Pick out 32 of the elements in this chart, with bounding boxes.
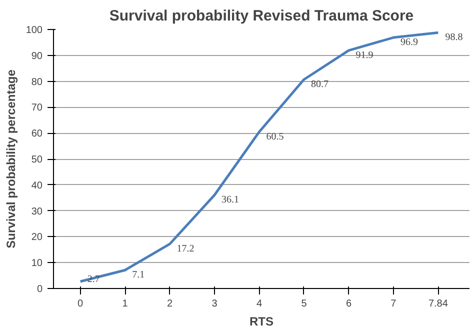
data-label: 96.9 bbox=[400, 37, 418, 48]
x-axis-title: RTS bbox=[250, 314, 274, 328]
x-tick-label: 3 bbox=[212, 298, 218, 310]
y-tick-label: 60 bbox=[31, 128, 43, 140]
x-tick-label: 7 bbox=[390, 298, 397, 310]
y-tick-label: 70 bbox=[31, 102, 43, 114]
data-label: 7.1 bbox=[132, 270, 145, 281]
data-label: 36.1 bbox=[222, 194, 240, 206]
x-tick-label: 2 bbox=[167, 298, 174, 310]
x-tick-label: 6 bbox=[346, 298, 352, 310]
data-label: 98.8 bbox=[445, 32, 463, 44]
x-tick-label: 5 bbox=[301, 298, 308, 310]
data-label: 17.2 bbox=[176, 243, 194, 254]
y-tick-label: 20 bbox=[31, 232, 43, 244]
y-tick-label: 10 bbox=[31, 258, 43, 270]
x-tick-label: 4 bbox=[256, 298, 262, 310]
data-label: 80.7 bbox=[310, 78, 328, 90]
line-series bbox=[79, 31, 440, 283]
x-tick-label: 7.84 bbox=[428, 298, 448, 310]
x-tick-label: 1 bbox=[122, 298, 128, 310]
y-tick-label: 100 bbox=[26, 25, 43, 36]
chart-title: Survival probability Revised Trauma Score bbox=[109, 8, 414, 24]
y-tick-label: 50 bbox=[31, 154, 43, 166]
y-tick-label: 0 bbox=[36, 284, 43, 295]
data-label: 60.5 bbox=[266, 131, 284, 142]
y-tick-label: 30 bbox=[31, 206, 43, 218]
y-tick-label: 90 bbox=[31, 50, 43, 62]
y-axis-title: Survival probability percentage bbox=[4, 69, 18, 248]
data-label: 91.9 bbox=[356, 50, 374, 61]
x-tick-label: 0 bbox=[78, 298, 84, 310]
y-tick-label: 80 bbox=[31, 76, 43, 88]
y-tick-label: 40 bbox=[31, 180, 43, 192]
